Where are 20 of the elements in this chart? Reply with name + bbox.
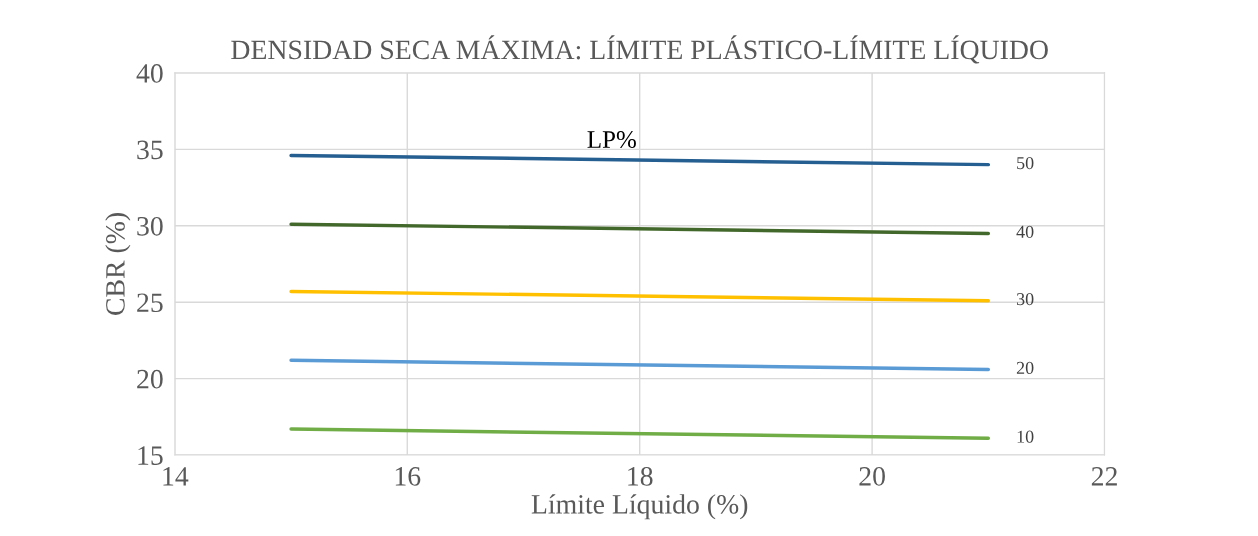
series-label: 10 <box>1017 430 1034 443</box>
x-tick-label: 14 <box>163 467 189 486</box>
y-tick-label: 30 <box>137 216 163 236</box>
y-tick-label: 15 <box>138 446 163 465</box>
x-axis-title: Límite Líquido (%) <box>531 494 748 520</box>
y-tick-label: 35 <box>137 140 163 160</box>
y-tick-label: 20 <box>137 369 163 389</box>
x-tick-label: 20 <box>859 466 885 486</box>
x-tick-label: 22 <box>1091 467 1117 486</box>
series-label: 20 <box>1016 361 1034 374</box>
x-tick-label: 16 <box>395 467 421 486</box>
y-tick-label: 25 <box>137 293 163 313</box>
x-tick-label: 18 <box>628 466 653 486</box>
annotation: LP% <box>587 131 636 149</box>
series-label: 30 <box>1016 293 1034 306</box>
y-axis-title: CBR (%) <box>105 213 131 315</box>
series-label: 40 <box>1016 225 1034 238</box>
y-tick-label: 40 <box>136 64 163 83</box>
chart-title: DENSIDAD SECA MÁXIMA: LÍMITE PLÁSTICO-LÍMITE LÍQUIDO <box>231 35 1048 64</box>
series-label: 50 <box>1017 156 1034 170</box>
